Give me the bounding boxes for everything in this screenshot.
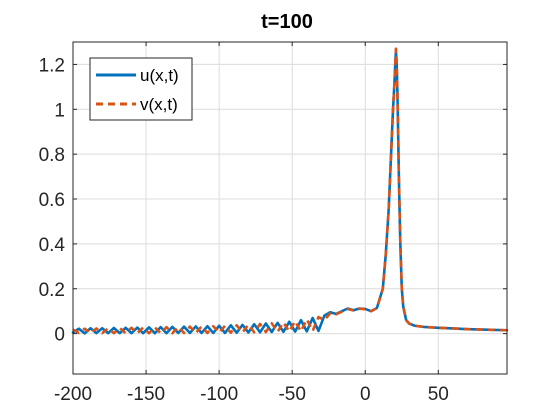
y-tick-label-1: 0.2 [39,280,65,301]
y-tick-label-3: 0.6 [39,190,65,211]
x-tick-label-4: 0 [360,384,371,405]
y-tick-label-2: 0.4 [39,235,66,256]
legend-label-v: v(x,t) [140,95,178,114]
legend: u(x,t) v(x,t) [89,57,193,121]
axes-box [72,41,508,375]
x-tick-label-0: -200 [54,384,92,405]
legend-label-u: u(x,t) [140,66,179,85]
chart-title: t=100 [261,11,313,33]
x-tick-label-1: -150 [127,384,165,405]
x-tick-label-3: -50 [278,384,305,405]
series-line-1 [72,47,508,335]
y-tick-label-4: 0.8 [39,145,65,166]
ticks: -200 -150 -100 -50 0 50 0 0.2 0.4 0.6 0.8 1 1.2 [39,42,507,405]
legend-box [89,57,193,121]
x-tick-label-2: -100 [200,384,238,405]
x-tick-label-5: 50 [428,384,449,405]
series-layer [71,47,509,335]
y-tick-label-6: 1.2 [39,55,65,76]
y-tick-label-5: 1 [54,100,65,121]
y-tick-label-0: 0 [54,325,65,346]
